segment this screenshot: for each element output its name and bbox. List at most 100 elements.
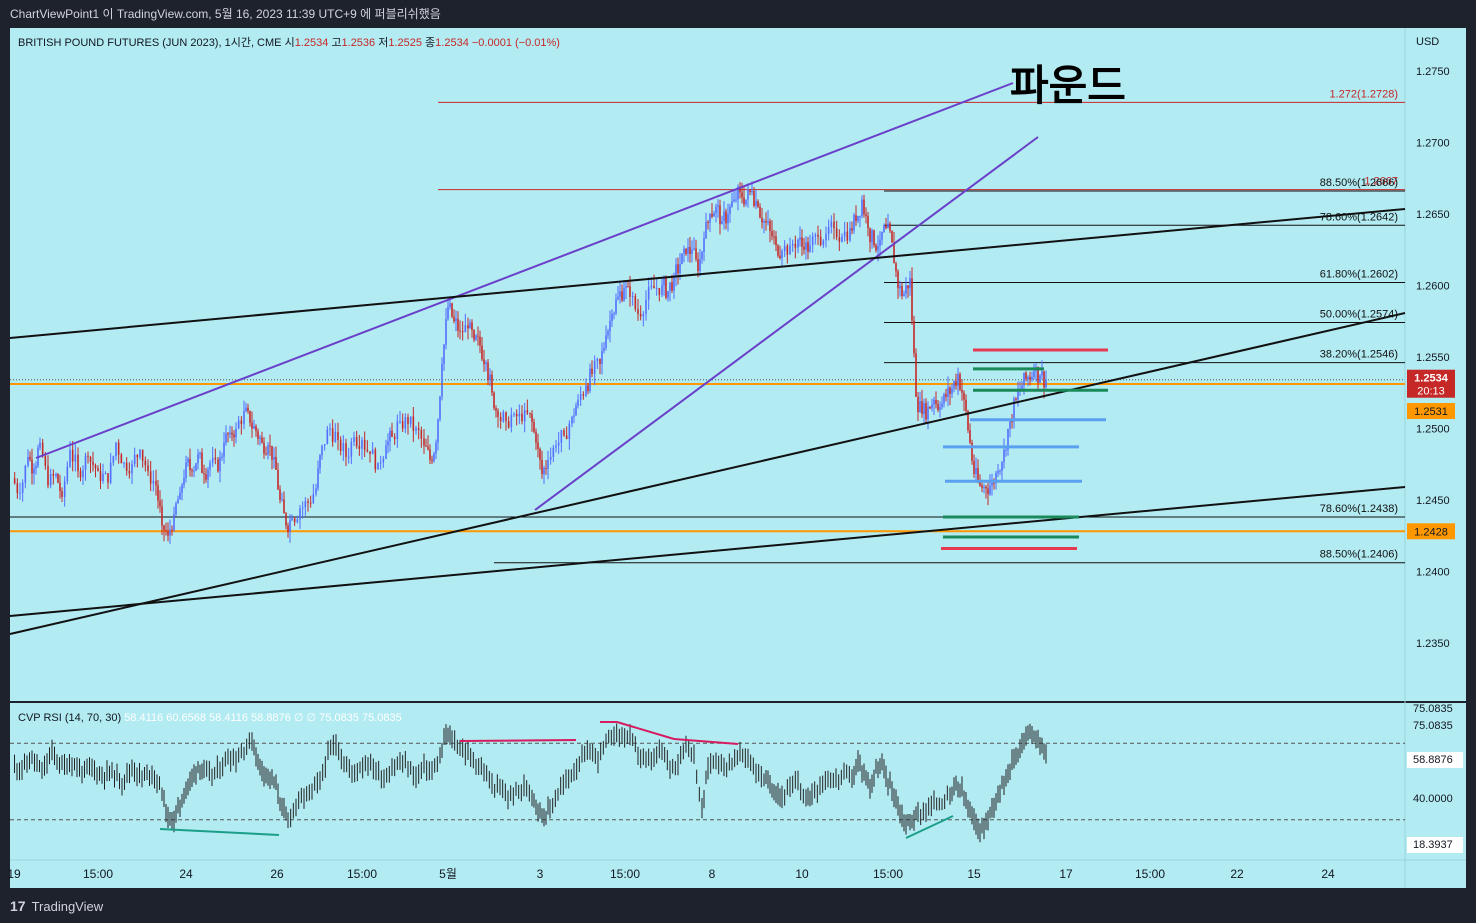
candle-body: [141, 449, 144, 461]
candle-body: [377, 462, 379, 470]
candle-body: [1029, 376, 1031, 380]
candle-body: [803, 246, 805, 250]
x-tick-label: 5월: [439, 867, 457, 881]
candle-body: [301, 507, 304, 509]
candle-body: [523, 410, 526, 422]
rsi-legend-value: 60.6568: [166, 712, 209, 724]
candle-body: [401, 421, 404, 429]
candle-body: [1031, 376, 1033, 380]
candle-body: [157, 485, 159, 501]
black-trendline-middle: [9, 312, 1406, 635]
legend-open-value: 1.2534: [295, 37, 332, 49]
candle-body: [607, 331, 609, 336]
candle-body: [921, 401, 923, 415]
y-tick-label: 1.2700: [1416, 137, 1450, 149]
candle-body: [163, 525, 165, 531]
candle-body: [35, 466, 37, 469]
candle-body: [577, 399, 579, 406]
candle-body: [283, 499, 285, 514]
candle-body: [575, 405, 577, 416]
candle-body: [1005, 449, 1007, 451]
candle-body: [112, 456, 115, 463]
orange-price-badge: [1407, 523, 1455, 540]
candle-body: [439, 396, 441, 420]
candle-body: [773, 236, 775, 238]
candle-body: [19, 492, 21, 494]
candle-body: [658, 288, 661, 295]
candle-body: [703, 238, 705, 252]
candle-body: [1025, 372, 1027, 380]
rsi-y-label: 40.0000: [1413, 793, 1453, 805]
candle-body: [531, 414, 533, 422]
candle-body: [833, 221, 835, 229]
candle-body: [155, 480, 157, 486]
candle-body: [431, 459, 433, 462]
rsi-divergence-line: [159, 828, 280, 836]
candle-body: [767, 221, 769, 223]
candle-body: [393, 436, 396, 440]
candle-body: [721, 221, 723, 225]
candle-body: [917, 396, 919, 413]
candle-body: [211, 457, 214, 463]
candle-body: [715, 206, 717, 214]
candle-body: [253, 426, 255, 429]
candle-body: [443, 344, 445, 364]
candle-body: [104, 473, 107, 475]
fib-level-label: 61.80%(1.2602): [1320, 269, 1398, 281]
candle-body: [1039, 375, 1041, 383]
candle-body: [705, 221, 707, 239]
candle-body: [269, 445, 271, 447]
candle-body: [464, 325, 467, 333]
candle-body: [181, 484, 183, 493]
candle-body: [291, 518, 293, 521]
candle-body: [435, 442, 437, 454]
candle-body: [765, 221, 767, 223]
candle-body: [1045, 379, 1047, 388]
candle-body: [261, 437, 263, 443]
candle-body: [407, 417, 409, 425]
candle-body: [707, 221, 709, 223]
countdown-label: 20:13: [1417, 386, 1445, 398]
candle-body: [128, 470, 131, 474]
candle-body: [871, 230, 873, 243]
candle-body: [709, 213, 711, 223]
candle-body: [382, 458, 385, 463]
candle-body: [745, 199, 747, 205]
candle-body: [243, 411, 245, 425]
candle-body: [841, 236, 843, 242]
candle-body: [759, 206, 761, 218]
candle-body: [229, 432, 231, 435]
tradingview-logo[interactable]: 17 TradingView: [10, 898, 103, 914]
candle-body: [613, 313, 615, 315]
x-tick-label: 15: [967, 867, 981, 881]
candle-body: [599, 359, 601, 364]
candle-body: [345, 443, 347, 457]
candle-body: [822, 240, 825, 246]
candle-body: [985, 486, 987, 489]
candle-body: [959, 374, 961, 390]
candle-body: [573, 415, 575, 417]
candle-body: [981, 485, 983, 488]
candle-body: [513, 414, 515, 416]
candle-body: [52, 474, 55, 476]
candle-body: [391, 430, 393, 437]
candle-body: [587, 385, 589, 392]
candle-body: [223, 442, 225, 457]
candle-body: [771, 231, 773, 237]
candle-body: [1043, 371, 1045, 388]
candle-body: [307, 501, 309, 503]
candle-body: [725, 211, 727, 224]
candle-body: [255, 426, 257, 432]
candle-body: [427, 446, 429, 450]
chart-frame[interactable]: [10, 28, 1466, 888]
candle-body: [326, 429, 329, 445]
candle-body: [979, 479, 981, 486]
candle-body: [319, 455, 321, 469]
candle-body: [939, 406, 941, 411]
candle-body: [353, 436, 355, 442]
x-tick-label: 22: [1230, 867, 1244, 881]
candle-body: [582, 394, 585, 396]
candle-body: [329, 428, 331, 430]
rsi-legend-value: 75.0835: [362, 712, 402, 724]
